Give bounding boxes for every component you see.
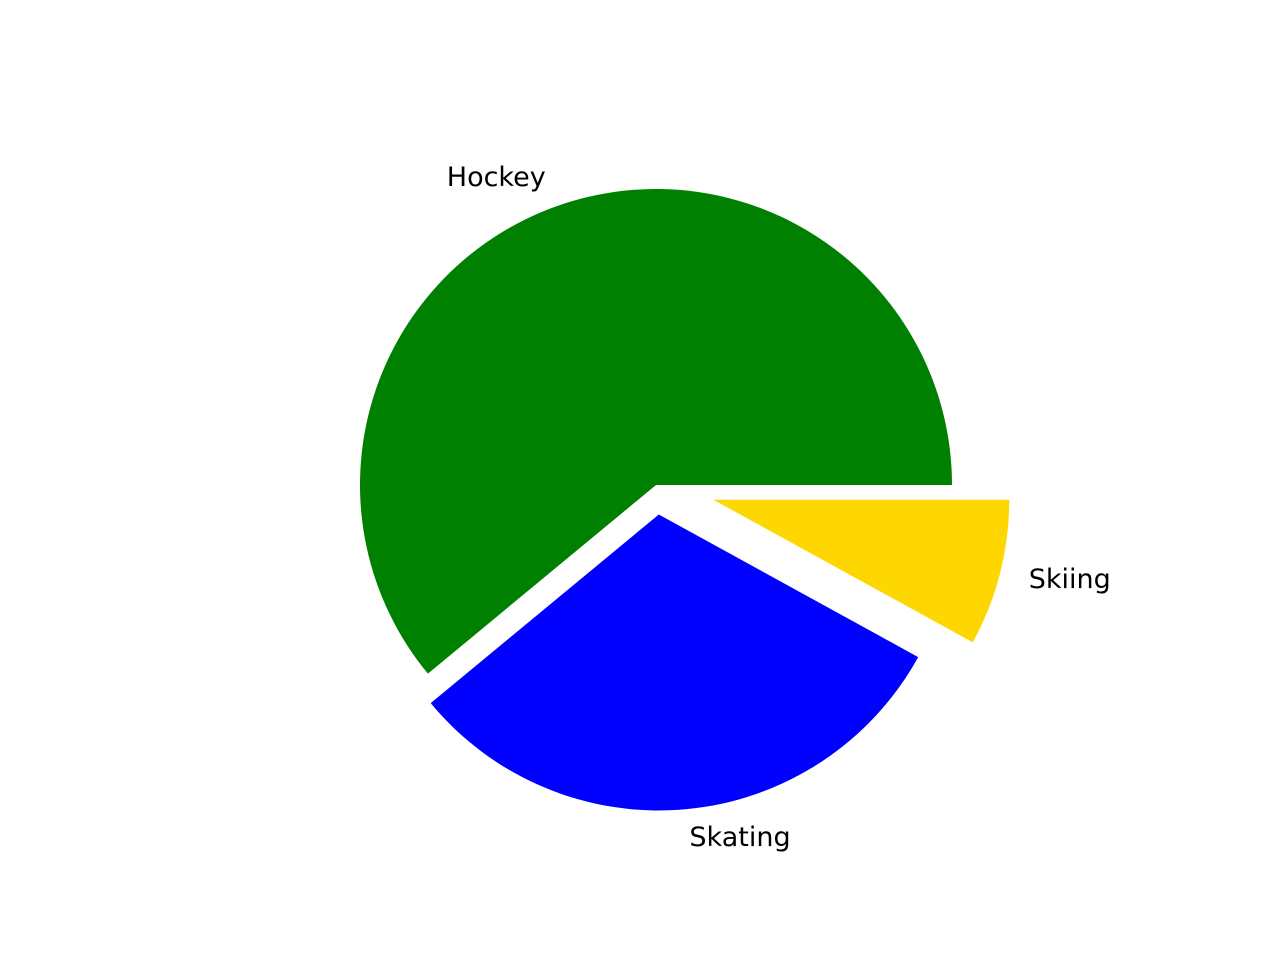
pie-slice-skating	[430, 514, 919, 811]
pie-slice-skiing	[713, 499, 1010, 643]
pie-slice-hockey	[360, 188, 953, 674]
pie-slices	[360, 188, 1010, 811]
pie-labels: Hockey Skating Skiing	[447, 162, 1111, 853]
pie-label-hockey: Hockey	[447, 162, 546, 193]
pie-label-skiing: Skiing	[1029, 564, 1111, 595]
pie-label-skating: Skating	[689, 822, 790, 853]
